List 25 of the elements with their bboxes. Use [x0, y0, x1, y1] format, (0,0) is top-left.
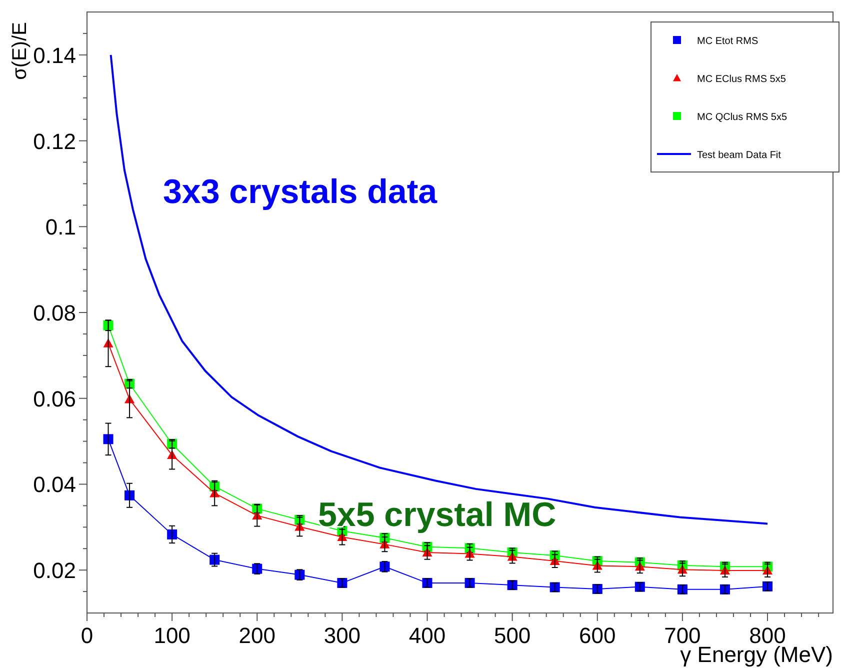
y-tick-label: 0.06 [33, 386, 76, 412]
x-tick-label: 600 [579, 623, 616, 648]
x-tick-label: 0 [80, 623, 94, 648]
point [210, 554, 220, 565]
y-axis-title: σ(E)/E [9, 22, 31, 80]
annotation: 3x3 crystals data [163, 173, 438, 211]
annotation: 5x5 crystal MC [318, 496, 556, 534]
x-tick-label: 300 [324, 623, 361, 648]
legend-label: MC Etot RMS [697, 36, 758, 47]
y-tick-label: 0.04 [33, 472, 76, 498]
y-tick-label: 0.12 [33, 128, 76, 154]
x-tick-label: 400 [408, 623, 446, 648]
y-tick-label: 0.1 [45, 214, 76, 240]
point [167, 529, 178, 540]
legend-label: MC QClus RMS 5x5 [697, 112, 788, 123]
y-tick-label: 0.02 [33, 558, 76, 584]
point [103, 434, 114, 444]
x-tick-label: 100 [154, 623, 190, 648]
legend-label: MC EClus RMS 5x5 [697, 74, 786, 85]
y-tick-label: 0.08 [33, 300, 76, 326]
y-tick-label: 0.14 [33, 42, 76, 68]
point [124, 490, 135, 500]
x-tick-label: 200 [238, 623, 276, 648]
legend-label: Test beam Data Fit [697, 150, 782, 161]
x-tick-label: 500 [494, 623, 531, 648]
